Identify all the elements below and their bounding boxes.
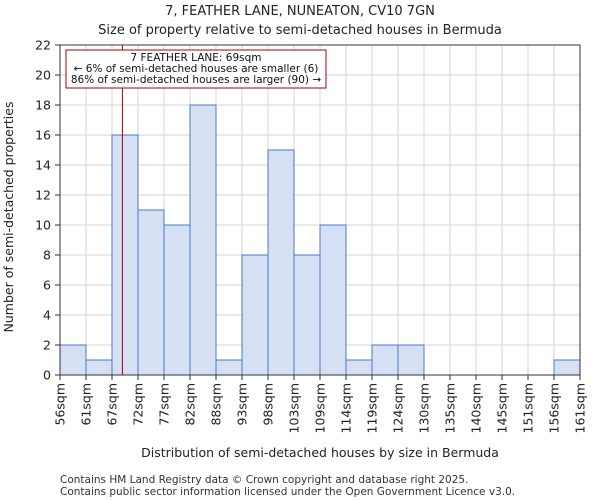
bar-88sqm [215, 359, 243, 376]
bars [59, 104, 581, 376]
bar-61sqm [85, 359, 113, 376]
x-tick-label: 82sqm [183, 383, 198, 426]
annotation-box [65, 49, 327, 89]
y-tick-label: 20 [35, 68, 51, 83]
x-axis-label: Distribution of semi-detached houses by … [141, 445, 499, 460]
footer-line-2: Contains public sector information licen… [60, 486, 515, 498]
annotation-line-3: 86% of semi-detached houses are larger (… [71, 74, 322, 86]
bar-56sqm [59, 344, 87, 376]
x-tick-label: 130sqm [417, 383, 432, 433]
bar-119sqm [371, 344, 399, 376]
y-tick-label: 4 [43, 308, 51, 323]
bar-98sqm [267, 149, 295, 376]
chart-subtitle: Size of property relative to semi-detach… [98, 23, 502, 38]
y-tick-label: 10 [35, 218, 51, 233]
x-tick-label: 77sqm [157, 383, 172, 426]
x-tick-label: 140sqm [469, 383, 484, 433]
annotation-line-2: ← 6% of semi-detached houses are smaller… [74, 63, 319, 75]
y-axis-label: Number of semi-detached properties [1, 102, 16, 333]
y-tick-label: 14 [35, 158, 51, 173]
footer-line-1: Contains HM Land Registry data © Crown c… [60, 474, 468, 486]
bar-93sqm [241, 254, 269, 376]
bar-109sqm [319, 224, 347, 376]
y-tick-label: 12 [35, 188, 51, 203]
x-axis-ticks: 56sqm 61sqm 67sqm 72sqm 77sqm 82sqm 88sqm 93sqm… [53, 375, 588, 433]
chart-title: 7, FEATHER LANE, NUNEATON, CV10 7GN [165, 4, 435, 19]
y-axis-ticks: 0 2 4 6 8 10 12 14 16 18 20 22 [35, 38, 60, 383]
x-tick-label: 124sqm [391, 383, 406, 433]
x-tick-label: 145sqm [495, 383, 510, 433]
x-tick-label: 103sqm [287, 383, 302, 433]
bar-103sqm [293, 254, 321, 376]
bar-72sqm [137, 209, 165, 376]
x-tick-label: 67sqm [105, 383, 120, 426]
y-tick-label: 8 [43, 248, 51, 263]
x-tick-label: 119sqm [365, 383, 380, 433]
x-tick-label: 72sqm [131, 383, 146, 426]
x-tick-label: 98sqm [261, 383, 276, 426]
bar-82sqm [189, 104, 217, 376]
x-tick-label: 156sqm [547, 383, 562, 433]
x-tick-label: 56sqm [53, 383, 68, 426]
x-tick-label: 109sqm [313, 383, 328, 433]
x-tick-label: 88sqm [209, 383, 224, 426]
y-tick-label: 2 [43, 338, 51, 353]
bar-77sqm [163, 224, 191, 376]
bar-124sqm [397, 344, 425, 376]
x-tick-label: 151sqm [521, 383, 536, 433]
y-tick-label: 0 [43, 368, 51, 383]
x-tick-label: 161sqm [573, 383, 588, 433]
y-tick-label: 16 [35, 128, 51, 143]
x-tick-label: 114sqm [339, 383, 354, 433]
bar-67sqm [111, 134, 139, 376]
x-tick-label: 93sqm [235, 383, 250, 426]
x-tick-label: 61sqm [79, 383, 94, 426]
x-tick-label: 135sqm [443, 383, 458, 433]
property-marker: 7 FEATHER LANE: 69sqm← 6% of semi-detach… [65, 45, 327, 375]
y-tick-label: 22 [35, 38, 51, 53]
bar-114sqm [345, 359, 373, 376]
y-tick-label: 18 [35, 98, 51, 113]
annotation-line-1: 7 FEATHER LANE: 69sqm [131, 52, 262, 64]
bar-156sqm [553, 359, 581, 376]
y-tick-label: 6 [43, 278, 51, 293]
